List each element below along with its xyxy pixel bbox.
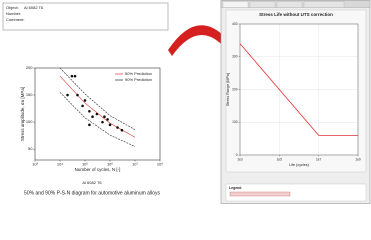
data-point [66, 93, 69, 97]
caption-text: 50% and 90% P-S-N diagram for automotive… [24, 190, 160, 196]
comment-label: Comment: [6, 17, 24, 22]
x-tick-label: 10⁸ [157, 162, 163, 167]
legend-title: Legend [229, 186, 241, 190]
x-tick-label: 1e7 [316, 157, 322, 161]
window-title: Stress Life without UTS correction [259, 12, 333, 17]
tab[interactable] [249, 1, 276, 8]
data-point [83, 99, 87, 102]
object-value: Al 6082 T6 [24, 5, 44, 10]
y-tick-label: 0 [236, 153, 238, 157]
plot-frame [239, 23, 359, 156]
y-tick-label: 50 [28, 146, 33, 151]
form-box [2, 2, 169, 31]
data-point [116, 126, 119, 129]
x-tick-label: 10⁷ [132, 162, 138, 167]
data-point [70, 74, 74, 78]
tab[interactable] [276, 1, 303, 8]
series-line [59, 75, 136, 138]
data-point [95, 112, 99, 116]
x-tick-label: 1e9 [355, 157, 361, 161]
y-tick-label: 200 [26, 65, 33, 70]
data-point [88, 109, 91, 113]
y-tick-label: 100 [26, 119, 33, 124]
data-point [120, 128, 124, 132]
x-tick-label: 1e3 [237, 157, 243, 161]
x-tick-label: 1e5 [277, 157, 283, 161]
data-point [88, 123, 91, 127]
data-point [108, 123, 112, 127]
data-point [101, 120, 104, 124]
data-point [91, 115, 94, 119]
x-axis-label: Number of cycles, N [-] [75, 167, 121, 172]
x-tick-label: 10⁶ [107, 162, 113, 167]
tab[interactable] [303, 1, 345, 8]
legend-entry [229, 191, 291, 197]
object-label: Object: [6, 5, 19, 10]
y-tick-label: 400 [232, 22, 238, 26]
x-axis-label: Life (cycles) [289, 163, 309, 167]
legend-label: 50% Prediction [125, 71, 152, 76]
x-tick-label: 10⁵ [82, 162, 88, 167]
number-label: Number: [6, 11, 21, 16]
y-axis-label: Stress amplitude, σa [MPa] [20, 87, 25, 141]
tab[interactable] [222, 1, 249, 8]
y-tick-label: 100 [232, 120, 238, 124]
series-line [239, 43, 358, 136]
legend-box [225, 183, 367, 202]
series-line [59, 67, 136, 147]
x-tick-label: 10³ [32, 162, 38, 167]
data-point [103, 115, 106, 119]
plot-frame [34, 67, 161, 161]
x-tick-label: 10⁴ [57, 162, 63, 167]
caption-material: Al 6082 T6 [82, 180, 102, 185]
y-tick-label: 200 [232, 87, 238, 91]
y-axis-label: Stress Range (MPa) [226, 73, 230, 106]
y-tick-label: 150 [26, 92, 33, 97]
data-point [106, 118, 109, 121]
data-point [73, 74, 77, 78]
y-tick-label: 300 [232, 55, 238, 59]
data-point [76, 93, 79, 97]
legend-label: 90% Prediction [125, 77, 152, 82]
data-point [81, 104, 84, 108]
screenshot: Object: Al 6082 T6 Number: Comment: Al 6… [2, 0, 371, 204]
